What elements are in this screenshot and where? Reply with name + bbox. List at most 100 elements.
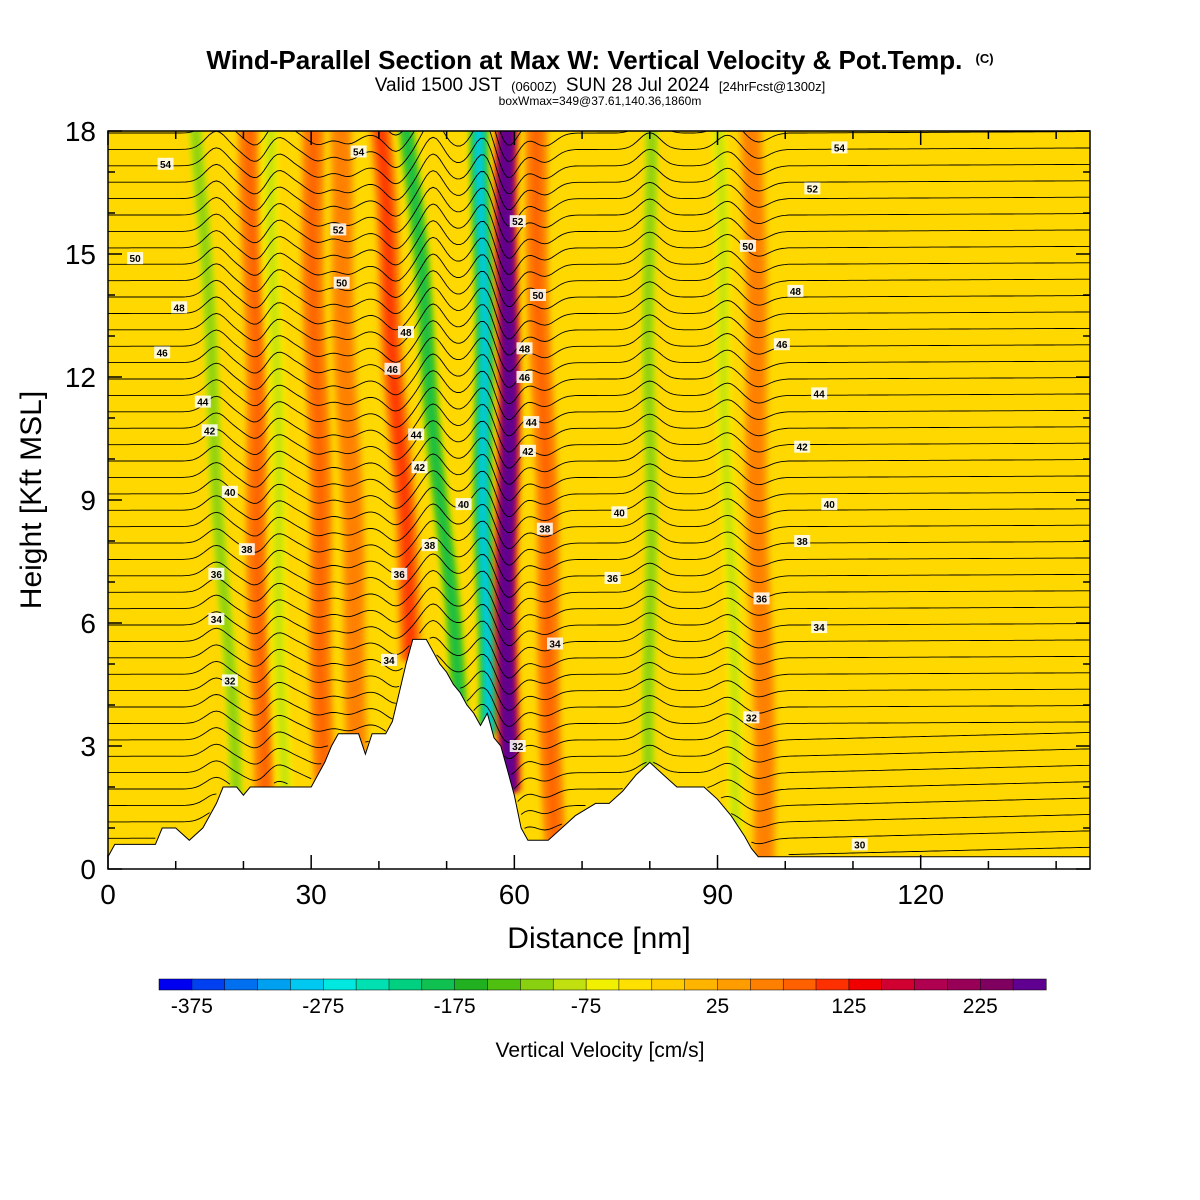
svg-text:46: 46 xyxy=(519,373,531,384)
colorbar-tick-label: 25 xyxy=(706,995,729,1018)
contour-label: 42 xyxy=(201,424,218,437)
contour-label: 38 xyxy=(536,522,553,536)
colorbar-swatch xyxy=(848,978,883,991)
colorbar-swatch xyxy=(1012,978,1047,991)
contour-label: 54 xyxy=(157,157,174,171)
w-streak-3-band-3 xyxy=(308,131,329,783)
contour-label: 36 xyxy=(753,592,770,605)
colorbar-swatch xyxy=(651,978,686,991)
colorbar-swatch xyxy=(552,978,587,991)
svg-text:50: 50 xyxy=(742,242,754,253)
x-tick-label: 30 xyxy=(296,879,327,910)
theta-contour-42 xyxy=(108,136,1090,195)
svg-text:50: 50 xyxy=(532,291,544,302)
svg-text:54: 54 xyxy=(834,143,846,154)
colorbar: -375 -275 -175 -75 25 125 225 xyxy=(158,978,1047,1018)
contour-label: 40 xyxy=(821,498,838,511)
w-streak-9-band-3 xyxy=(532,131,560,855)
colorbar-swatch xyxy=(520,978,554,991)
svg-text:30: 30 xyxy=(854,840,866,851)
colorbar-swatch xyxy=(585,978,620,991)
theta-contour-9 xyxy=(108,687,1090,727)
contour-label: 36 xyxy=(604,571,621,585)
svg-text:38: 38 xyxy=(797,537,809,548)
theta-contour-25 xyxy=(108,420,1090,469)
contour-label: 46 xyxy=(384,362,401,376)
terrain xyxy=(108,638,1090,869)
w-streak-5-band-3 xyxy=(376,131,415,660)
svg-text:44: 44 xyxy=(197,398,209,409)
theta-contour-11 xyxy=(108,654,1090,695)
theta-contour-37 xyxy=(108,220,1090,275)
colorbar-swatch xyxy=(257,978,292,991)
box-wmax-info: boxWmax=349@37.61,140.36,1860m xyxy=(499,94,702,108)
y-tick-label: 9 xyxy=(80,485,96,516)
colorbar-swatch xyxy=(224,978,259,991)
contour-label: 54 xyxy=(831,141,848,154)
svg-text:52: 52 xyxy=(333,225,345,236)
colorbar-swatch xyxy=(191,978,226,991)
theta-contour-14 xyxy=(108,603,1090,647)
contour-label: 42 xyxy=(794,440,811,454)
svg-text:46: 46 xyxy=(387,365,399,376)
colorbar-swatch xyxy=(618,978,653,991)
theta-contour-16 xyxy=(108,570,1090,614)
theta-contour-4 xyxy=(108,776,1090,802)
theta-contour-13 xyxy=(108,620,1090,663)
colorbar-swatch xyxy=(158,978,193,991)
contour-label: 32 xyxy=(509,740,526,753)
y-tick-label: 15 xyxy=(65,239,96,270)
colorbar-swatch xyxy=(290,978,324,991)
contour-label: 52 xyxy=(509,215,526,228)
contour-label: 36 xyxy=(208,567,225,581)
contour-label: 46 xyxy=(154,346,171,359)
svg-text:32: 32 xyxy=(512,742,524,753)
svg-text:32: 32 xyxy=(746,713,758,724)
theta-contour-23 xyxy=(108,453,1090,501)
theta-contour-3 xyxy=(108,793,1090,815)
contour-label: 40 xyxy=(221,485,238,499)
theta-contour-8 xyxy=(108,703,1090,743)
theta-contour-39 xyxy=(108,186,1090,243)
svg-text:44: 44 xyxy=(526,418,538,429)
svg-text:42: 42 xyxy=(522,447,534,458)
colorbar-swatch xyxy=(717,978,751,991)
contour-label: 44 xyxy=(811,387,828,400)
svg-text:36: 36 xyxy=(394,570,406,581)
contour-label: 34 xyxy=(811,621,828,634)
svg-text:40: 40 xyxy=(614,508,626,519)
theta-contour-19 xyxy=(108,520,1090,566)
svg-text:36: 36 xyxy=(211,570,223,581)
colorbar-swatch xyxy=(388,978,423,991)
svg-text:36: 36 xyxy=(607,574,619,585)
y-tick-label: 3 xyxy=(80,731,96,762)
colorbar-swatch xyxy=(947,978,981,991)
theta-contour-7 xyxy=(108,727,1090,760)
y-tick-label: 6 xyxy=(80,608,96,639)
svg-text:40: 40 xyxy=(824,500,836,511)
colorbar-swatch xyxy=(914,978,949,991)
w-streak-8-band-3 xyxy=(501,131,514,792)
w-streak-7-band-3 xyxy=(474,131,493,734)
w-streak-12-band-3 xyxy=(746,131,769,869)
x-tick-label: 0 xyxy=(100,879,116,910)
svg-text:44: 44 xyxy=(814,389,826,400)
colorbar-tick-label: -175 xyxy=(434,995,476,1018)
svg-text:44: 44 xyxy=(411,430,423,441)
svg-text:46: 46 xyxy=(157,348,169,359)
svg-text:54: 54 xyxy=(160,160,172,171)
y-axis-label: Height [Kft MSL] xyxy=(15,391,48,609)
colorbar-swatch xyxy=(454,978,489,991)
colorbar-tick-label: -275 xyxy=(302,995,344,1018)
contour-label: 46 xyxy=(516,371,533,384)
contour-label: 44 xyxy=(194,395,211,409)
colorbar-swatch xyxy=(750,978,784,991)
svg-text:48: 48 xyxy=(790,287,802,298)
w-streak-2-band-3 xyxy=(266,131,290,808)
contour-label: 48 xyxy=(397,325,414,339)
theta-contour-38 xyxy=(108,203,1090,259)
theta-contour-24 xyxy=(108,436,1090,485)
x-axis-label: Distance [nm] xyxy=(507,922,690,955)
theta-contour-15 xyxy=(108,586,1090,630)
